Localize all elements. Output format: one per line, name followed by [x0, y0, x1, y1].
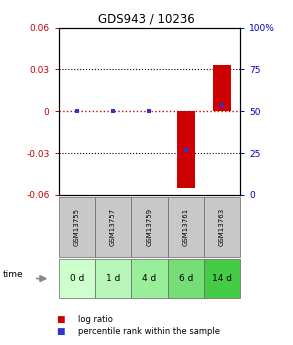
- Text: GSM13759: GSM13759: [146, 208, 152, 246]
- Text: log ratio: log ratio: [78, 315, 113, 324]
- Text: 14 d: 14 d: [212, 274, 232, 283]
- Text: time: time: [3, 270, 23, 279]
- Text: 1 d: 1 d: [106, 274, 120, 283]
- Text: percentile rank within the sample: percentile rank within the sample: [78, 327, 220, 336]
- Text: GDS943 / 10236: GDS943 / 10236: [98, 12, 195, 25]
- Text: GSM13755: GSM13755: [74, 208, 80, 246]
- Text: ■: ■: [56, 315, 64, 324]
- Bar: [177, 111, 195, 188]
- Text: ■: ■: [56, 327, 64, 336]
- Text: 6 d: 6 d: [178, 274, 193, 283]
- Text: 0 d: 0 d: [69, 274, 84, 283]
- Text: GSM13763: GSM13763: [219, 208, 225, 246]
- Text: GSM13757: GSM13757: [110, 208, 116, 246]
- Text: 4 d: 4 d: [142, 274, 156, 283]
- Bar: [213, 65, 231, 111]
- Text: GSM13761: GSM13761: [183, 208, 189, 246]
